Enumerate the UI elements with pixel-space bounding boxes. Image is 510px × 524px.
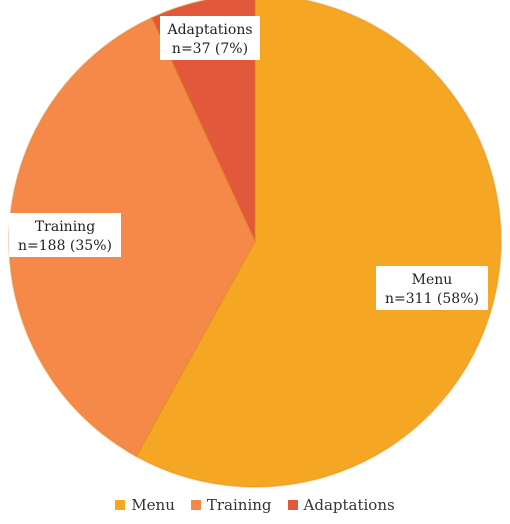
pie-chart: Menu n=311 (58%) Training n=188 (35%) Adapta… [8, 0, 502, 488]
legend-swatch-adaptations [287, 500, 298, 510]
slice-label-menu: Menu n=311 (58%) [376, 266, 488, 310]
slice-label-adaptations: Adaptations n=37 (7%) [160, 16, 260, 60]
pie-slice-adaptations [150, 0, 256, 242]
legend-swatch-training [190, 500, 201, 510]
pie-labels: Menu n=311 (58%) Training n=188 (35%) Adapta… [9, 16, 488, 310]
slice-label-value-adaptations: n=37 (7%) [172, 41, 248, 57]
slice-label-name-training: Training [35, 219, 95, 235]
slice-label-box-training [9, 213, 121, 257]
slice-label-name-adaptations: Adaptations [166, 22, 252, 38]
slice-label-training: Training n=188 (35%) [9, 213, 121, 257]
legend-item-training: Training [190, 496, 272, 514]
slice-label-value-menu: n=311 (58%) [385, 291, 479, 307]
legend-item-menu: Menu [115, 496, 175, 514]
pie-slice-menu [135, 0, 502, 488]
legend-label-training: Training [206, 496, 272, 514]
slice-label-value-training: n=188 (35%) [18, 238, 112, 254]
slice-label-name-menu: Menu [412, 272, 453, 288]
slice-label-box-menu [376, 266, 488, 310]
legend-swatch-menu [115, 500, 126, 510]
legend-label-adaptations: Adaptations [303, 496, 395, 514]
pie-slices [8, 0, 502, 488]
legend-item-adaptations: Adaptations [287, 496, 395, 514]
legend-label-menu: Menu [131, 496, 175, 514]
slice-label-box-adaptations [160, 16, 260, 60]
legend: Menu Training Adaptations [0, 490, 510, 520]
